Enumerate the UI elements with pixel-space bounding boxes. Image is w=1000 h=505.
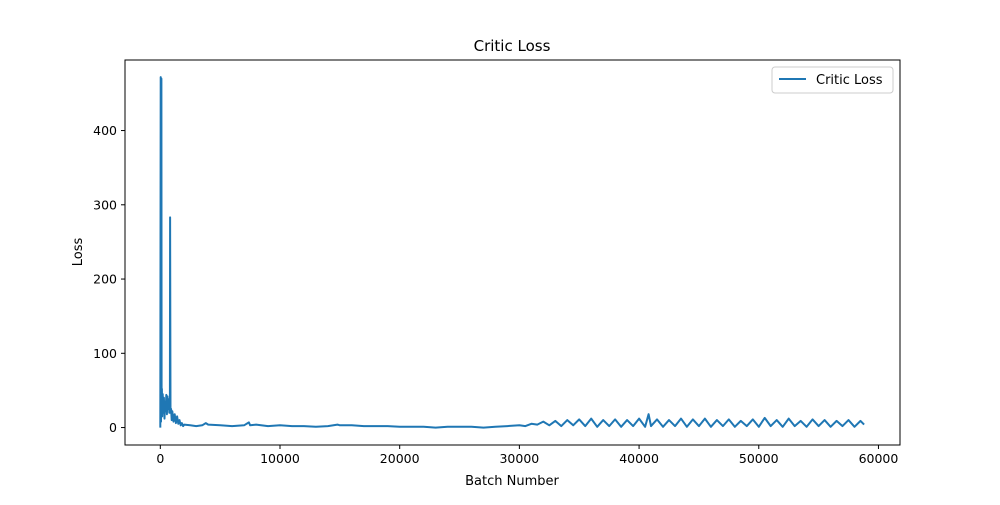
y-tick-label: 300 bbox=[93, 197, 117, 212]
y-axis: 0 100 200 300 400 bbox=[93, 123, 125, 435]
x-tick-label: 0 bbox=[156, 451, 164, 466]
series-line-critic-loss bbox=[159, 76, 865, 429]
y-tick-label: 400 bbox=[93, 123, 117, 138]
axes-frame bbox=[124, 59, 901, 446]
x-tick-label: 40000 bbox=[619, 451, 659, 466]
x-tick-label: 50000 bbox=[739, 451, 779, 466]
x-tick-label: 20000 bbox=[380, 451, 420, 466]
legend: Critic Loss bbox=[771, 66, 894, 94]
x-tick-label: 60000 bbox=[859, 451, 899, 466]
y-axis-label: Loss bbox=[71, 238, 86, 267]
y-tick-label: 200 bbox=[93, 272, 117, 287]
legend-entry-critic-loss: Critic Loss bbox=[816, 73, 883, 88]
y-tick-label: 100 bbox=[93, 346, 117, 361]
y-tick-label: 0 bbox=[109, 420, 117, 435]
x-tick-label: 10000 bbox=[260, 451, 300, 466]
x-axis: 0 10000 20000 30000 40000 50000 60000 bbox=[156, 445, 898, 466]
legend-box bbox=[771, 66, 894, 94]
x-tick-label: 30000 bbox=[499, 451, 539, 466]
x-axis-label: Batch Number bbox=[465, 474, 559, 489]
plot-area bbox=[159, 76, 865, 429]
chart-title: Critic Loss bbox=[474, 37, 551, 55]
